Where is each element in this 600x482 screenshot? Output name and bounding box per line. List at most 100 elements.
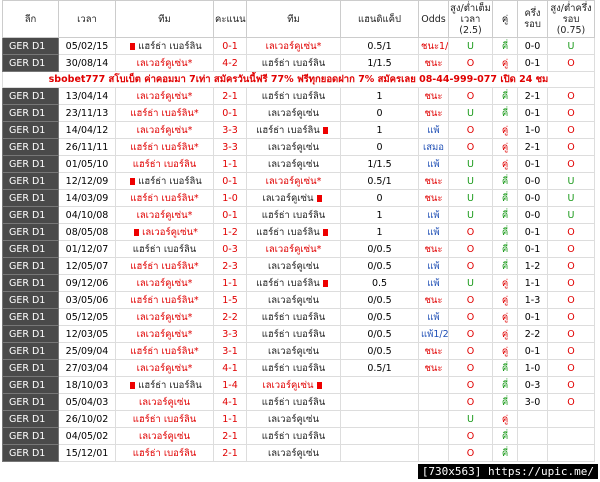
h2h-table: ลีก เวลา ทีม คะแนน ทีม แฮนดิแค็ป Odds สูง/ต่ำเต… xyxy=(2,0,595,462)
odds-cell: แพ้ xyxy=(418,155,449,173)
ht: 0-1 xyxy=(524,311,541,323)
odds: ชนะ xyxy=(424,192,443,204)
ht: 0-1 xyxy=(524,226,541,238)
score-cell: 2-2 xyxy=(213,308,247,326)
odds: ชนะ xyxy=(424,107,443,119)
ou_ht: U xyxy=(567,175,575,187)
red-card xyxy=(322,279,328,287)
oe-cell: คู่ xyxy=(492,291,518,309)
odds-cell xyxy=(418,376,449,394)
header-cell: ทีม xyxy=(115,0,214,38)
odds-cell xyxy=(418,444,449,462)
hdp-cell xyxy=(340,393,419,411)
league-cell: GER D1 xyxy=(2,291,59,309)
ou-cell: O xyxy=(448,87,493,105)
ou_ht: O xyxy=(567,396,575,408)
date: 14/04/12 xyxy=(65,124,109,136)
away-cell: เลเวอร์คูเซ่น xyxy=(246,104,341,122)
match-row: GER D1 12/05/07 แฮร์ธ่า เบอร์ลิน* 2-3 เลเวอร… xyxy=(2,257,595,275)
date-cell: 26/11/11 xyxy=(58,138,116,156)
ou_ht-cell: O xyxy=(547,325,595,343)
score: 1-0 xyxy=(222,192,238,204)
date: 05/04/03 xyxy=(65,396,109,408)
ou: U xyxy=(467,413,474,425)
score: 2-1 xyxy=(222,447,238,459)
ou: U xyxy=(467,158,474,170)
home-cell: เลเวอร์คูเซ่น* xyxy=(115,54,214,72)
ou_ht: O xyxy=(567,345,575,357)
odds-cell xyxy=(418,410,449,428)
date-cell: 30/08/14 xyxy=(58,54,116,72)
home-cell: เลเวอร์คูเซ่น xyxy=(115,393,214,411)
date: 26/11/11 xyxy=(65,141,109,153)
team-name: เลเวอร์คูเซ่น xyxy=(267,345,319,357)
match-row: GER D1 25/09/04 แฮร์ธ่า เบอร์ลิน* 3-1 เลเวอร… xyxy=(2,342,595,360)
hdp-cell: 0 xyxy=(340,189,419,207)
date-cell: 13/04/14 xyxy=(58,87,116,105)
odds-cell: ชนะ xyxy=(418,291,449,309)
team-name: แฮร์ธ่า เบอร์ลิน xyxy=(256,226,320,238)
team-name: เลเวอร์คูเซ่น xyxy=(267,158,319,170)
odds-cell: แพ้ xyxy=(418,308,449,326)
odds-cell: ชนะ xyxy=(418,172,449,190)
score-cell: 1-2 xyxy=(213,223,247,241)
score: 2-2 xyxy=(222,311,238,323)
score: 3-3 xyxy=(222,141,238,153)
team-name: แฮร์ธ่า เบอร์ลิน xyxy=(132,413,197,425)
date: 05/12/05 xyxy=(65,311,109,323)
match-row: GER D1 03/05/06 แฮร์ธ่า เบอร์ลิน* 1-5 เลเวอร… xyxy=(2,291,595,309)
score: 1-1 xyxy=(222,413,238,425)
score: 1-1 xyxy=(222,277,238,289)
ou: O xyxy=(466,260,475,272)
team-name: เลเวอร์คูเซ่น xyxy=(138,430,190,442)
league-cell: GER D1 xyxy=(2,206,59,224)
hdp-cell: 0.5/1 xyxy=(340,359,419,377)
score-cell: 4-2 xyxy=(213,54,247,72)
match-row: GER D1 04/05/02 เลเวอร์คูเซ่น 2-1 แฮร์ธ่า เบ… xyxy=(2,427,595,445)
ou-cell: U xyxy=(448,155,493,173)
ou_ht-cell: O xyxy=(547,223,595,241)
hdp: 0/0.5 xyxy=(367,345,392,357)
odds-cell: แพ้ xyxy=(418,223,449,241)
match-row: GER D1 27/03/04 เลเวอร์คูเซ่น* 4-1 แฮร์ธ่า เ… xyxy=(2,359,595,377)
banner-row: sbobet777 สโบเบ็ต ค่าคอมมา 7เท่า สมัครวั… xyxy=(2,71,595,88)
header-cell: สูง/ต่ำครึ่งรอบ (0.75) xyxy=(547,0,595,38)
hdp-cell: 0.5/1 xyxy=(340,172,419,190)
score-cell: 3-3 xyxy=(213,138,247,156)
hdp-cell: 1 xyxy=(340,223,419,241)
ou_ht-cell xyxy=(547,444,595,462)
odds: ชนะ xyxy=(424,362,443,374)
league: GER D1 xyxy=(9,192,46,204)
red-card xyxy=(130,381,136,389)
ht-cell xyxy=(517,444,548,462)
hdp: 1/1.5 xyxy=(367,57,392,69)
league: GER D1 xyxy=(9,379,46,391)
odds-cell: แพ้ xyxy=(418,206,449,224)
ht-cell: 0-0 xyxy=(517,172,548,190)
header-cell: ครึ่งรอบ xyxy=(517,0,548,38)
league: GER D1 xyxy=(9,243,46,255)
match-row: GER D1 04/10/08 เลเวอร์คูเซ่น* 0-1 แฮร์ธ่า เ… xyxy=(2,206,595,224)
home-cell: แฮร์ธ่า เบอร์ลิน* xyxy=(115,104,214,122)
header-cell: คู่ xyxy=(492,0,518,38)
ht-cell: 0-0 xyxy=(517,206,548,224)
away-cell: เลเวอร์คูเซ่น* xyxy=(246,172,341,190)
home-cell: แฮร์ธ่า เบอร์ลิน xyxy=(115,37,214,55)
score: 0-3 xyxy=(222,243,238,255)
team-name: เลเวอร์คูเซ่น xyxy=(138,396,190,408)
league: GER D1 xyxy=(9,90,46,102)
ht: 1-2 xyxy=(524,260,541,272)
team-name: แฮร์ธ่า เบอร์ลิน xyxy=(132,447,197,459)
oe-cell: คู่ xyxy=(492,54,518,72)
league-cell: GER D1 xyxy=(2,54,59,72)
ou: O xyxy=(466,345,475,357)
oe: คี่ xyxy=(501,243,509,255)
league: GER D1 xyxy=(9,124,46,136)
date: 01/12/07 xyxy=(65,243,109,255)
home-cell: เลเวอร์คูเซ่น* xyxy=(115,121,214,139)
team-name: แฮร์ธ่า เบอร์ลิน* xyxy=(130,260,199,272)
score-cell: 3-3 xyxy=(213,325,247,343)
ou_ht: O xyxy=(567,243,575,255)
league: GER D1 xyxy=(9,141,46,153)
ht: 1-0 xyxy=(524,124,541,136)
